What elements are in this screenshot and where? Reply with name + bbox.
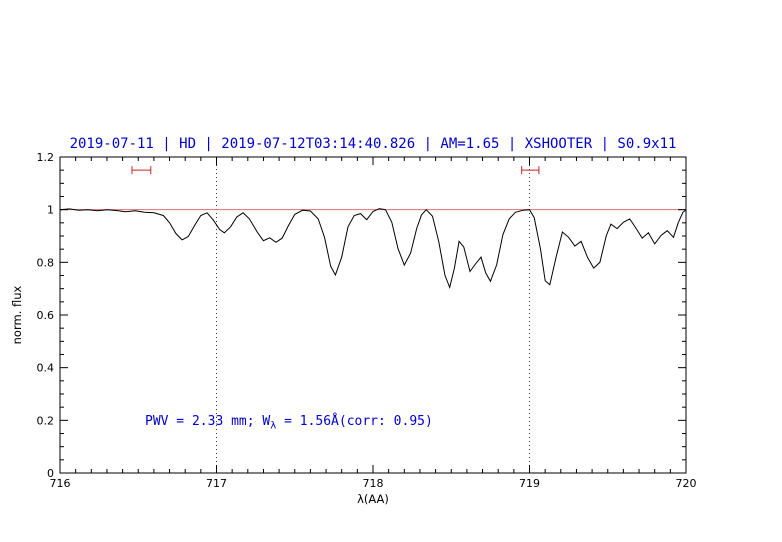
y-tick-label: 0: [47, 467, 54, 480]
x-tick-label: 718: [363, 477, 384, 490]
pwv-annotation-prefix: PWV = 2.33 mm; W: [145, 414, 271, 429]
pwv-annotation-suffix: = 1.56Å(corr: 0.95): [276, 414, 433, 429]
y-tick-label: 0.6: [37, 309, 55, 322]
x-tick-label: 719: [519, 477, 540, 490]
y-tick-label: 1.2: [37, 151, 55, 164]
x-tick-label: 716: [50, 477, 71, 490]
pwv-annotation: PWV = 2.33 mm; Wλ = 1.56Å(corr: 0.95): [145, 414, 433, 432]
x-tick-label: 720: [676, 477, 697, 490]
y-tick-label: 0.4: [37, 362, 55, 375]
y-tick-label: 0.2: [37, 414, 55, 427]
x-tick-label: 717: [206, 477, 227, 490]
plot-title: 2019-07-11 | HD | 2019-07-12T03:14:40.82…: [69, 136, 677, 152]
y-tick-label: 0.8: [37, 256, 55, 269]
y-axis-label: norm. flux: [10, 285, 24, 345]
y-tick-label: 1: [47, 204, 54, 217]
spectrum-line: [59, 208, 687, 290]
pwv-annotation-subscript: λ: [270, 420, 277, 432]
x-axis-label: λ(AA): [357, 492, 389, 506]
